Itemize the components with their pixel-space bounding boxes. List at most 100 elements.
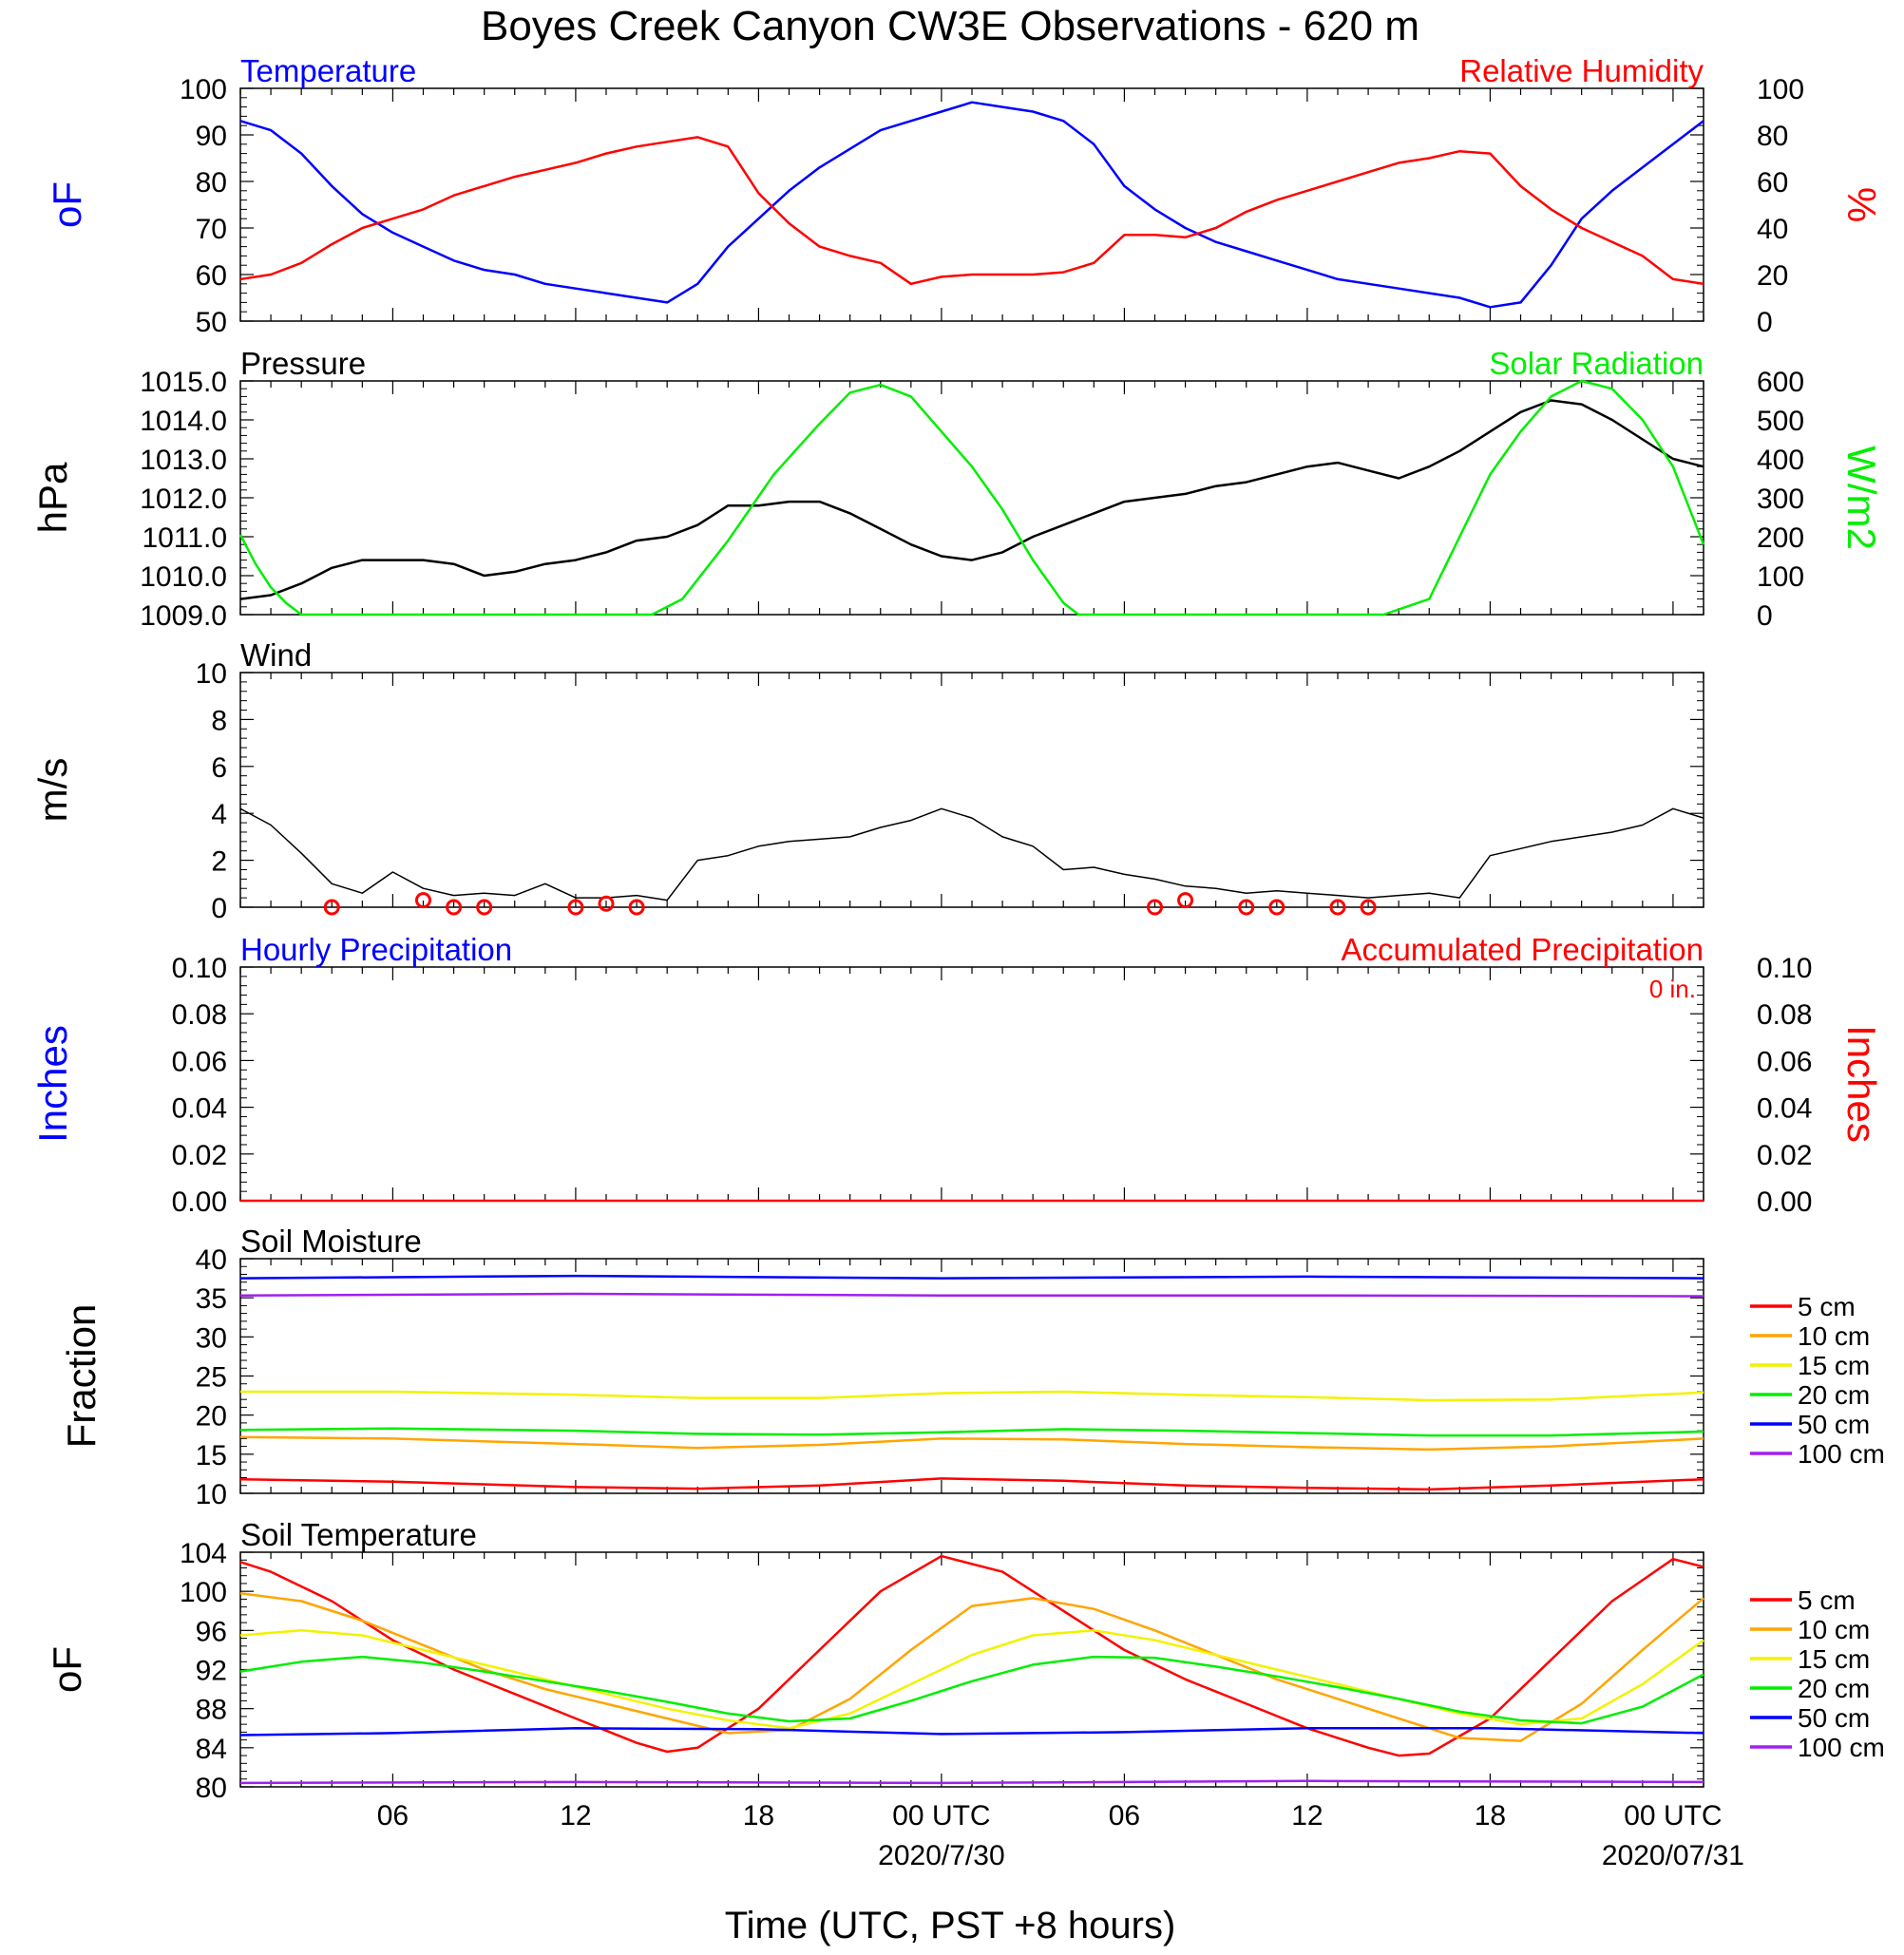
x-axis-label: Time (UTC, PST +8 hours) (725, 1905, 1176, 1946)
series-line (239, 1779, 1704, 1785)
panel-title-left: Hourly Precipitation (240, 932, 512, 967)
y-tick-label: 84 (196, 1734, 227, 1765)
y-tick-label: 4 (211, 799, 227, 830)
series-line (240, 1390, 1704, 1402)
x-tick-label: 18 (1475, 1800, 1506, 1832)
y-tick-label: 10 (196, 1479, 227, 1510)
x-tick-label: 12 (1291, 1800, 1323, 1832)
panel-4: 0.00 0.02 0.04 0.06 0.08 0.10 0.00 0.02 0.04 0.06… (30, 932, 1884, 1218)
panel-1: 50 60 70 80 90 100 0 20 40 60 80 100 Temperature Rela… (45, 53, 1884, 338)
y-right-tick-label: 600 (1757, 367, 1804, 398)
y-right-tick-label: 0.10 (1757, 953, 1812, 984)
y-right-tick-label: 0.02 (1757, 1140, 1812, 1171)
y-tick-label: 1012.0 (140, 484, 227, 515)
series-group (239, 101, 1704, 309)
calm-wind-marker (1268, 899, 1285, 916)
x-tick-label: 18 (743, 1800, 774, 1832)
series-group (239, 1274, 1704, 1491)
time-axis: 06 12 18 00 UTC 06 12 18 00 UTC 2020/7/30 2020/07… (377, 1800, 1744, 1871)
x-date-label: 2020/7/30 (878, 1840, 1004, 1871)
y-tick-label: 0.00 (172, 1186, 227, 1218)
x-date-label: 2020/07/31 (1602, 1840, 1744, 1871)
panel-title-left: Pressure (240, 346, 366, 381)
calm-wind-marker (323, 899, 340, 916)
legend-label: 15 cm (1798, 1351, 1870, 1380)
y-tick-label: 6 (211, 752, 227, 784)
series-line (239, 1655, 1704, 1725)
y-tick-label: 80 (196, 1773, 227, 1804)
y-tick-label: 15 (196, 1440, 227, 1471)
series-group (239, 807, 1704, 916)
series-line (239, 1427, 1704, 1437)
calm-wind-marker (415, 892, 431, 909)
series-line (239, 1435, 1704, 1452)
y-tick-label: 90 (196, 121, 227, 152)
y-axis-label: oF (45, 181, 89, 228)
series-line (239, 1477, 1704, 1491)
legend-label: 15 cm (1798, 1644, 1870, 1674)
y-tick-label: 8 (211, 705, 227, 736)
y-right-tick-label: 500 (1757, 406, 1804, 437)
y-right-tick-label: 60 (1757, 167, 1788, 199)
y-tick-label: 70 (196, 214, 227, 245)
y-axis-label: hPa (30, 462, 75, 533)
calm-wind-marker (628, 899, 645, 916)
calm-wind-marker (1177, 892, 1194, 909)
legend-label: 5 cm (1798, 1585, 1856, 1615)
series-line (239, 136, 1704, 286)
series-line (239, 1727, 1704, 1737)
series-line (239, 1554, 1704, 1757)
series-line (239, 1292, 1704, 1298)
y-axis-label: oF (45, 1646, 89, 1693)
y-tick-label: 80 (196, 167, 227, 199)
y-axis-label: Fraction (59, 1304, 104, 1449)
y-right-tick-label: 100 (1757, 74, 1804, 105)
y-tick-label: 40 (196, 1244, 227, 1276)
legend-label: 20 cm (1798, 1674, 1870, 1703)
legend-label: 10 cm (1798, 1321, 1870, 1351)
legend-label: 5 cm (1798, 1292, 1856, 1321)
calm-wind-marker (1360, 899, 1377, 916)
series-line (239, 101, 1704, 309)
x-tick-label: 06 (1109, 1800, 1140, 1832)
panel-title-left: Wind (240, 637, 312, 673)
y-right-tick-label: 80 (1757, 121, 1788, 152)
x-tick-label: 00 UTC (1624, 1800, 1722, 1832)
y-tick-label: 0 (211, 893, 227, 924)
y-axis-label-right: W/m2 (1839, 446, 1884, 550)
y-axis-label: Inches (30, 1025, 75, 1143)
x-tick-label: 12 (560, 1800, 591, 1832)
y-right-tick-label: 0 (1757, 307, 1773, 338)
y-tick-label: 92 (196, 1656, 227, 1687)
panel-title-left: Temperature (240, 53, 416, 88)
calm-wind-marker (1238, 899, 1255, 916)
series-line (239, 1629, 1704, 1730)
y-tick-label: 0.04 (172, 1093, 227, 1125)
series-line (239, 1274, 1704, 1280)
y-tick-label: 1011.0 (142, 522, 227, 554)
series-line (238, 379, 1705, 617)
y-tick-label: 1015.0 (140, 367, 227, 398)
figure-title: Boyes Creek Canyon CW3E Observations - 6… (481, 3, 1419, 49)
y-right-tick-label: 400 (1757, 445, 1804, 476)
y-right-tick-label: 100 (1757, 561, 1804, 593)
calm-wind-marker (476, 899, 493, 916)
calm-wind-marker (598, 895, 615, 912)
panel-annotation: 0 in. (1649, 975, 1696, 1003)
calm-wind-marker (1329, 899, 1346, 916)
y-tick-label: 1014.0 (140, 406, 227, 437)
y-tick-label: 0.10 (172, 953, 227, 984)
legend-label: 100 cm (1798, 1733, 1885, 1762)
y-tick-label: 30 (196, 1322, 227, 1354)
y-tick-label: 0.06 (172, 1046, 227, 1077)
y-right-tick-label: 0.00 (1757, 1186, 1812, 1218)
calm-wind-marker (567, 899, 584, 916)
series-line (239, 1591, 1704, 1742)
y-tick-label: 104 (180, 1538, 227, 1569)
legend-label: 100 cm (1798, 1439, 1885, 1469)
y-tick-label: 2 (211, 846, 227, 878)
